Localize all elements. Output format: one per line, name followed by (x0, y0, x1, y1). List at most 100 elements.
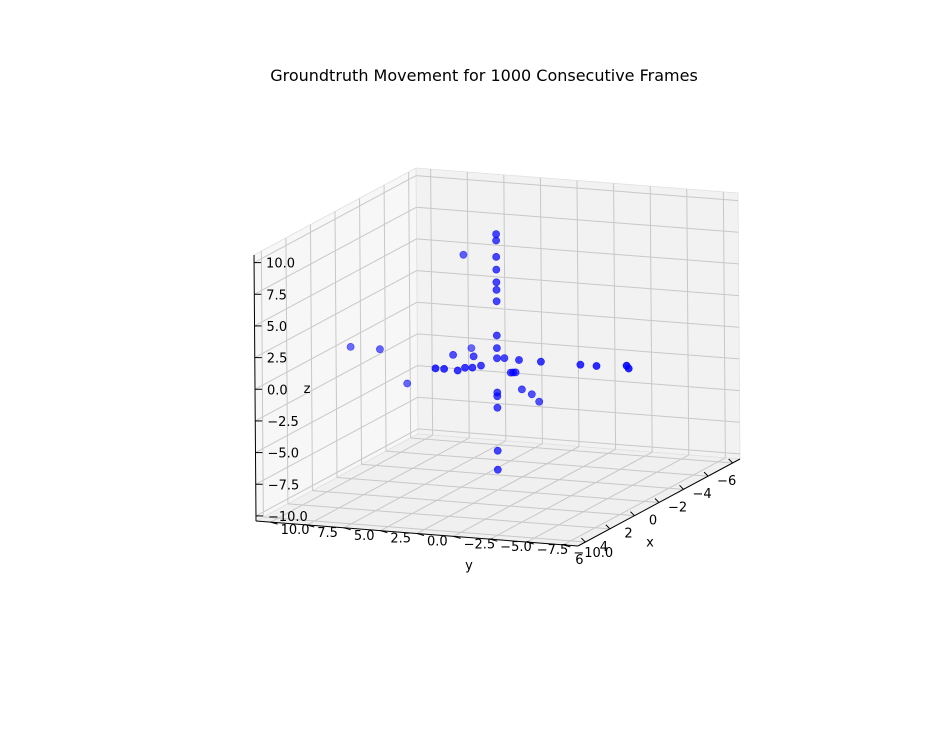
data-point (518, 385, 526, 394)
data-point (440, 364, 448, 373)
data-point (592, 362, 601, 370)
z-tick-label: 5.0 (267, 320, 288, 335)
data-point (467, 344, 476, 352)
x-tick-label: 4 (600, 540, 608, 555)
grid-line-z-wall-y (254, 206, 417, 295)
x-tick-label: 6 (575, 553, 583, 568)
y-tick-label: −10.0 (573, 546, 613, 561)
data-point (492, 297, 501, 306)
data-point (468, 363, 477, 372)
data-point (493, 354, 501, 363)
z-tick-label: 0.0 (267, 383, 288, 398)
y-tick-mark (416, 533, 425, 536)
grid-line-y-floor (526, 454, 690, 543)
z-tick-label: −5.0 (267, 447, 299, 462)
y-tick-mark (380, 530, 388, 534)
z-tick-label: 2.5 (267, 352, 288, 367)
grid-line-z-wall-y (255, 333, 418, 422)
axis-lines (253, 254, 741, 548)
y-tick-label: 5.0 (354, 529, 375, 544)
grid-line-z-wall-y (255, 365, 418, 454)
x-axis-label: x (646, 536, 654, 551)
x-tick-mark (581, 537, 586, 543)
z-tick-label: −10.0 (268, 510, 308, 525)
grid-line-z-wall-y (254, 270, 418, 359)
data-point (622, 361, 631, 370)
x-tick-mark (605, 524, 611, 530)
x-tick-label: 2 (624, 527, 632, 542)
y-tick-mark (526, 541, 534, 545)
x-tick-label: −6 (717, 474, 736, 489)
axis-labels: −6−4−20246−10.0−7.5−5.0−2.50.02.55.07.51… (266, 257, 736, 574)
grid-line-z-wall-y (253, 175, 417, 264)
grid-line-z-wall-x (417, 428, 741, 455)
grid-line-y-floor (563, 457, 726, 546)
grid-line-z-wall-x (416, 301, 740, 328)
y-axis-label: y (465, 559, 473, 574)
y-tick-label: −5.0 (500, 540, 532, 555)
data-point (453, 366, 462, 375)
data-point (403, 379, 412, 388)
data-points (346, 230, 633, 474)
grid-line-y-wall (503, 174, 507, 441)
data-point (492, 236, 500, 245)
y-tick-mark (270, 521, 278, 525)
y-tick-label: 7.5 (317, 526, 338, 541)
data-point (493, 403, 502, 412)
grid-line-z-wall-x (416, 175, 739, 202)
y-tick-label: 2.5 (390, 532, 411, 547)
grid-line-z-wall-y (254, 301, 418, 390)
data-point (469, 352, 478, 361)
data-point (537, 357, 545, 366)
y-tick-mark (453, 535, 461, 539)
data-point (492, 344, 501, 352)
data-point (492, 252, 501, 261)
grid-line-z-wall-x (416, 238, 739, 265)
y-tick-label: 10.0 (281, 523, 310, 538)
grid-line-y-wall (576, 180, 580, 447)
data-point (535, 397, 544, 406)
data-point (459, 250, 468, 259)
data-point (449, 350, 457, 359)
grid-line-y-wall (686, 189, 690, 456)
x-tick-mark (728, 458, 733, 464)
chart-title: Groundtruth Movement for 1000 Consecutiv… (270, 66, 698, 85)
y-tick-label: 0.0 (427, 535, 448, 550)
grid-line-y-wall (466, 171, 470, 438)
grid-line-z-wall-y (254, 238, 417, 327)
grid-line-x-wall (359, 198, 363, 465)
x-tick-mark (630, 511, 635, 517)
y-tick-mark (307, 524, 315, 528)
data-point (477, 361, 485, 370)
data-point (492, 285, 501, 294)
y-tick-mark (490, 538, 498, 542)
x-tick-mark (703, 471, 709, 477)
x-tick-mark (679, 484, 684, 490)
grid-line-x-wall (408, 171, 412, 438)
data-point (493, 465, 502, 474)
data-point (493, 446, 502, 455)
x-tick-mark (654, 498, 660, 503)
grid-line-y-floor (489, 451, 653, 540)
data-point (492, 265, 501, 274)
grid-line-z-wall-x (416, 206, 739, 233)
z-tick-label: 10.0 (266, 257, 295, 272)
x-tick-label: −4 (693, 487, 712, 502)
z-tick-label: −2.5 (267, 415, 299, 430)
y-tick-mark (563, 544, 571, 548)
z-tick-label: −7.5 (268, 478, 300, 493)
x-tick-label: 0 (649, 514, 657, 529)
grid-line-x-wall (334, 211, 338, 478)
z-axis-line (253, 254, 257, 522)
data-point (527, 390, 536, 399)
data-point (493, 392, 502, 401)
data-point (492, 331, 501, 340)
y-tick-label: −7.5 (537, 543, 569, 558)
grid-line-x-wall (383, 185, 387, 452)
grid-line-y-floor (270, 434, 433, 523)
grid-line-y-wall (613, 183, 617, 450)
data-point (431, 364, 440, 373)
grid-line-y-floor (343, 440, 507, 529)
data-point (576, 360, 585, 369)
